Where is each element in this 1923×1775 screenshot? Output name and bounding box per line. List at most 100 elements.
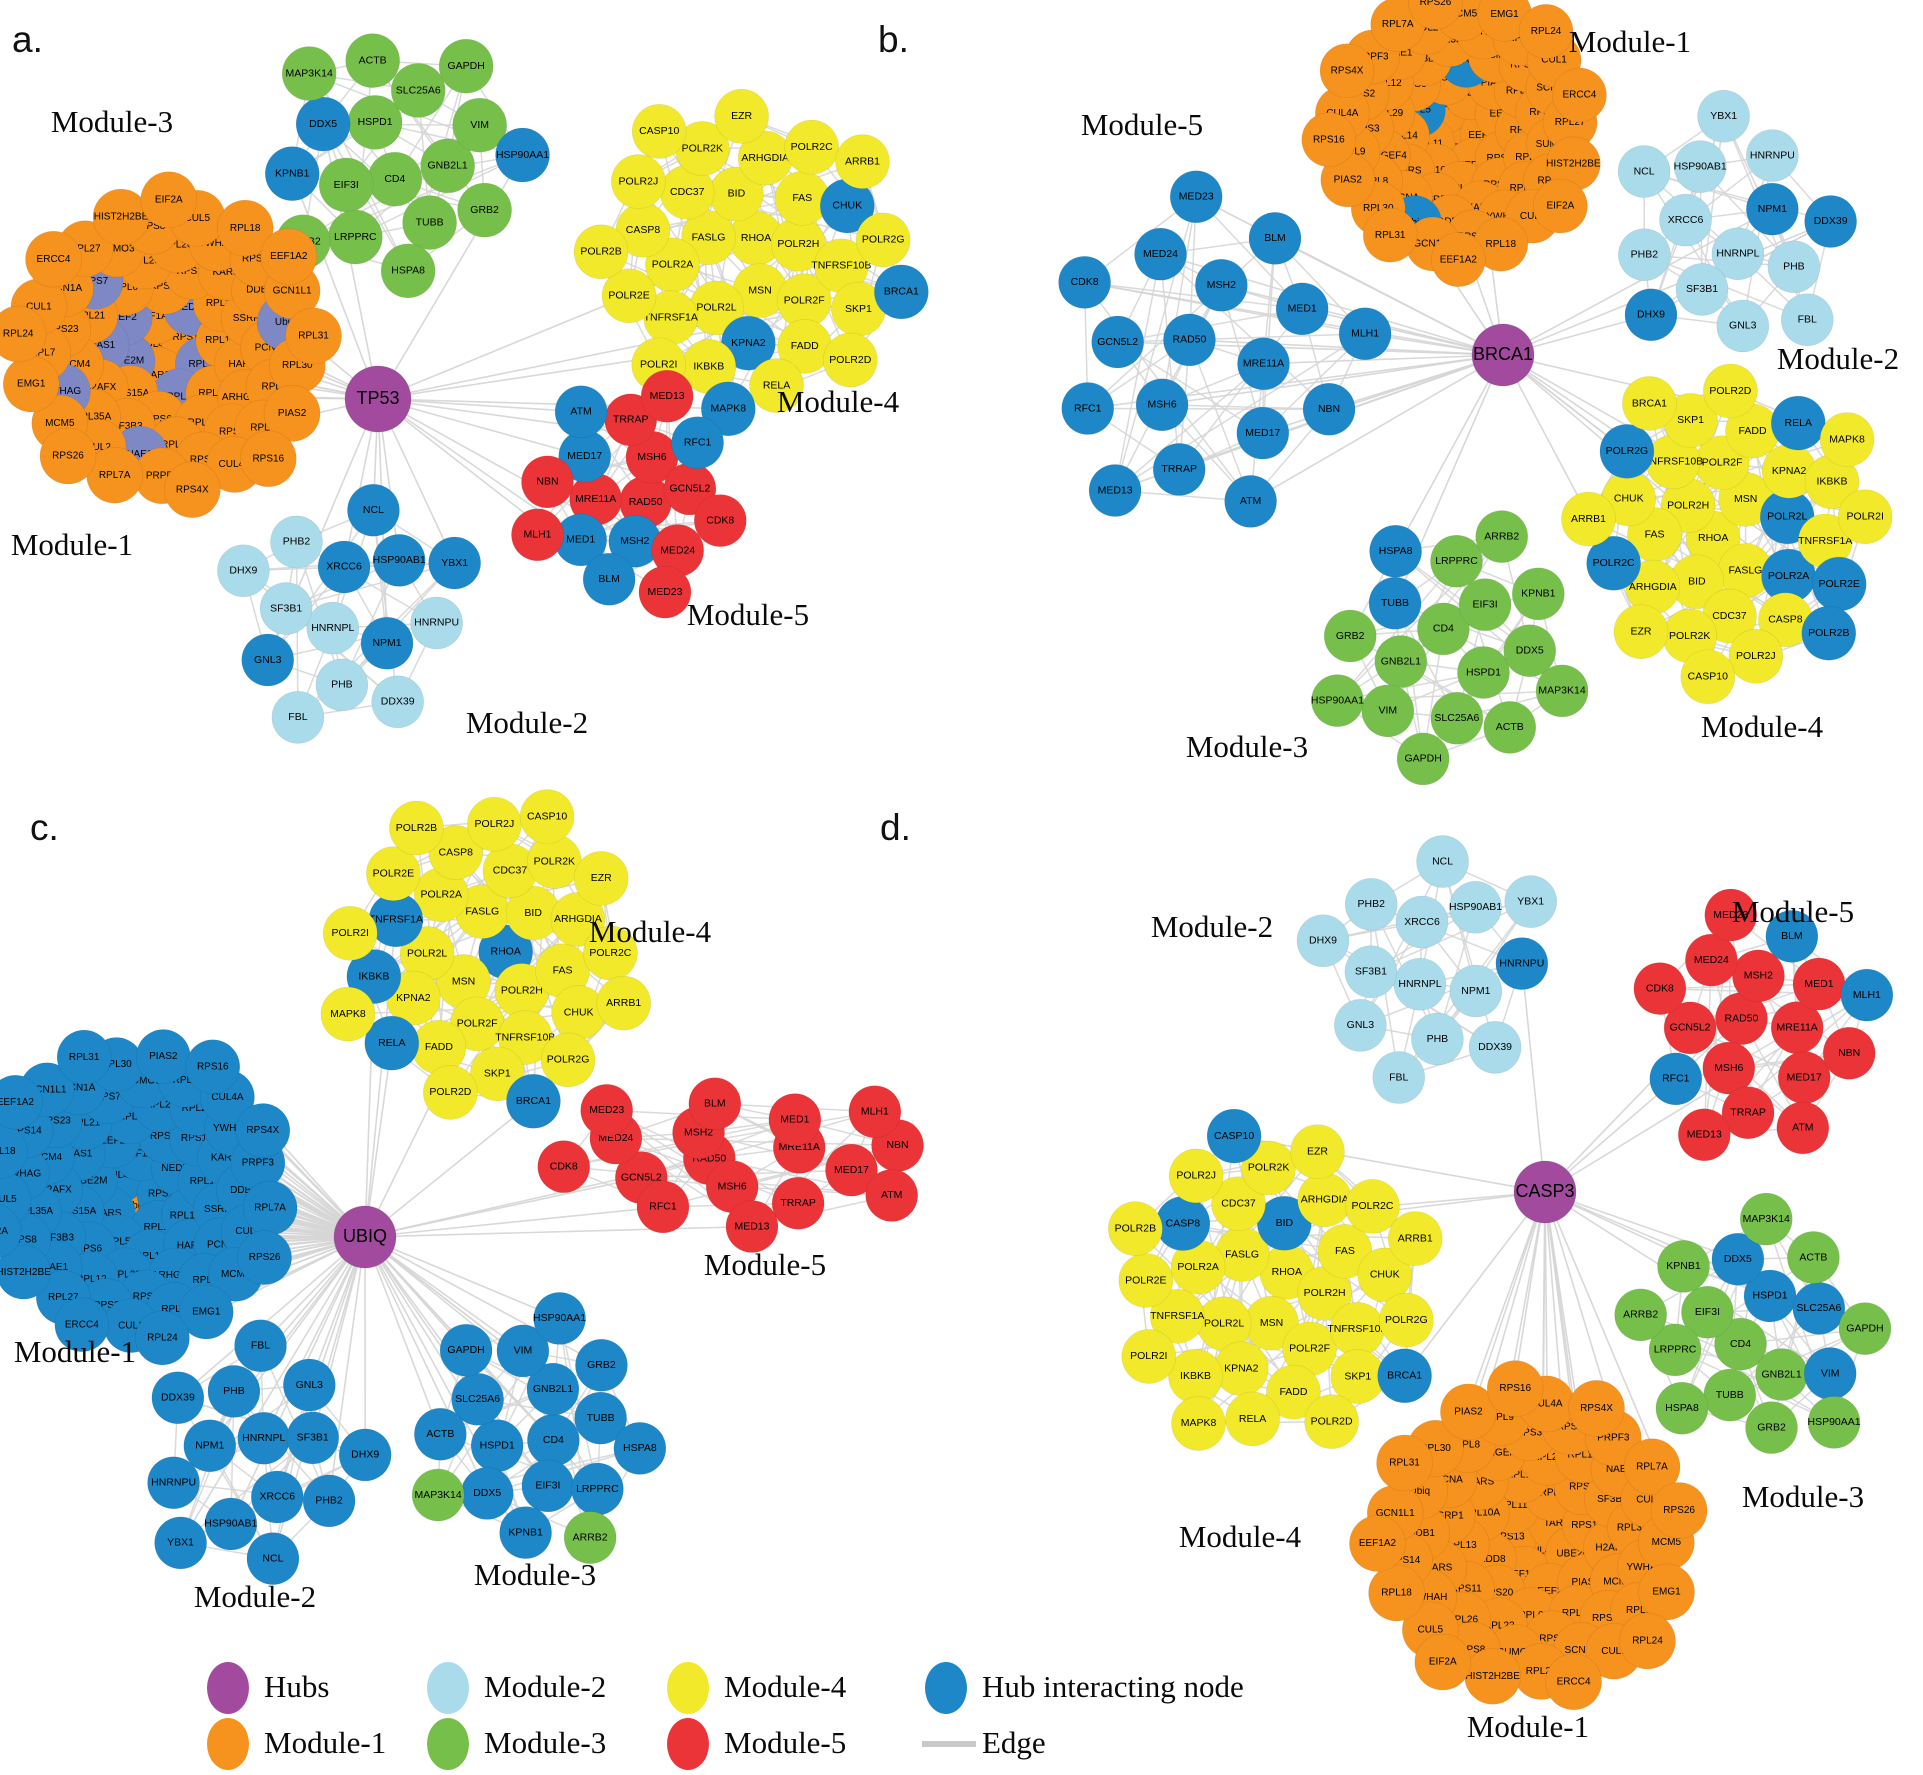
node-label: ARHGDIA (741, 152, 789, 164)
node-label: DDX39 (1814, 215, 1848, 227)
panel-b: RAD50MRE11AMSH6MSH2MED17GCN5L2MED1TRRAPM… (878, 0, 1899, 786)
node-label: HIST2H2BE (1546, 158, 1601, 169)
edge (1262, 238, 1276, 434)
node-circle (1163, 313, 1216, 367)
node-circle (1475, 510, 1529, 563)
node-label: GNL3 (296, 1379, 324, 1391)
node-label: HSP90AA1 (533, 1312, 586, 1324)
network-node: CD4 (1417, 602, 1470, 656)
node-label: TUBB (416, 216, 444, 228)
network-node: KPNA2 (721, 315, 776, 371)
edge (355, 154, 523, 238)
network-node: DDX39 (151, 1371, 205, 1425)
node-circle (1518, 4, 1574, 59)
node-label: TNFRSF10B (495, 1031, 555, 1043)
node-label: POLR2G (862, 234, 905, 246)
node-label: CD4 (543, 1434, 564, 1446)
legend-swatch (925, 1662, 967, 1714)
node-label: HNRNPL (311, 622, 354, 634)
node-label: PRPF3 (146, 470, 179, 481)
hub-edge (377, 398, 582, 413)
node-label: RPS16 (197, 1061, 229, 1072)
node-label: HNRNPU (1499, 957, 1544, 969)
node-label: RPL5 (166, 392, 191, 403)
network-node: EIF2A (1414, 1633, 1472, 1691)
node-label: RPS7 (82, 276, 109, 287)
module-label: Module-2 (194, 1579, 316, 1614)
node-label: FASLG (465, 905, 499, 917)
node-label: MSH6 (637, 451, 666, 463)
node-label: NCL (1634, 165, 1655, 177)
node-label: VIM (1378, 705, 1397, 717)
node-label: HSP90AB1 (1674, 160, 1727, 172)
network-node: NCL (246, 1532, 300, 1585)
panel-d-nodes: HNRNPL XRCC6 NPM1 SF3B1 HSP90AB1 PHB PHB2 HNRNP… (1108, 835, 1894, 1711)
node-label: CDC37 (1712, 610, 1747, 622)
node-circle (1091, 315, 1144, 369)
node-circle (1770, 395, 1826, 451)
network-node: ATM (1224, 475, 1277, 528)
node-circle (631, 104, 687, 159)
node-label: RPS23 (47, 324, 79, 335)
node-label: XRCC6 (1404, 916, 1440, 928)
node-label: HIST2H2BE (94, 212, 149, 223)
network-node: POLR2C (1586, 536, 1641, 591)
network-node: TNFRSF10B (811, 238, 871, 294)
node-label: RPL24 (1531, 26, 1562, 37)
node-label: BRCA1 (516, 1095, 551, 1107)
network-node: YBX1 (1697, 89, 1750, 143)
node-label: EMG1 (17, 379, 46, 390)
network-node: VIM (452, 97, 507, 153)
network-node: RPL24 (1518, 4, 1574, 59)
node-label: HSPA8 (1379, 545, 1413, 557)
node-label: RPL14 (198, 388, 229, 399)
node-label: ATM (1792, 1122, 1813, 1134)
network-node: NBN (1822, 1026, 1876, 1080)
network-node: ARHGDIA (1297, 1172, 1352, 1228)
node-label: Ubiq (275, 317, 296, 328)
node-label: MED13 (1098, 484, 1133, 496)
node-label: POLR2A (652, 259, 693, 271)
node-label: MSN (748, 284, 771, 296)
network-node: GRB2 (1323, 609, 1377, 663)
network-node: YBX1 (1504, 875, 1558, 928)
node-circle (281, 46, 337, 101)
network-node: NCL (1617, 145, 1671, 198)
node-circle (380, 243, 436, 299)
node-circle (438, 38, 494, 94)
node-label: KPNA2 (731, 337, 766, 349)
node-label: RPL24 (147, 1333, 178, 1344)
node-label: RPL31 (1389, 1458, 1420, 1469)
node-label: HSP90AA1 (496, 149, 549, 161)
node-label: CD4 (384, 173, 405, 185)
node-label: HSP90AA1 (1311, 694, 1364, 706)
node-label: ARRB1 (845, 155, 880, 167)
network-node: GRB2 (575, 1338, 628, 1392)
network-node: IKBKB (1168, 1349, 1223, 1404)
node-label: MED23 (1179, 191, 1214, 203)
network-node: DDX5 (460, 1467, 514, 1520)
node-label: POLR2G (547, 1054, 590, 1066)
node-label: BID (524, 907, 542, 919)
network-node: ATM (865, 1169, 919, 1222)
node-label: PRPF3 (242, 1158, 275, 1169)
node-label: MED1 (780, 1113, 809, 1125)
edge (296, 541, 438, 624)
node-circle (1338, 307, 1392, 360)
node-label: MSH6 (1147, 399, 1176, 411)
node-circle (372, 534, 426, 587)
node-label: MRE11A (575, 493, 616, 505)
hub-node-BRCA1: BRCA1 (1471, 323, 1535, 387)
node-label: PHB2 (1358, 898, 1386, 910)
node-label: KPNB1 (1666, 1260, 1701, 1272)
node-circle (1430, 691, 1484, 745)
network-node: RPS4X (1568, 1380, 1625, 1437)
network-node: POLR2C (1345, 1179, 1400, 1234)
node-label: NPM1 (195, 1440, 224, 1452)
node-label: HNRNPU (414, 617, 459, 629)
network-node: ERCC4 (1552, 67, 1607, 123)
node-circle (39, 427, 97, 485)
network-node: EEF1A2 (1431, 232, 1486, 287)
network-node: RPL18 (1368, 1564, 1425, 1622)
